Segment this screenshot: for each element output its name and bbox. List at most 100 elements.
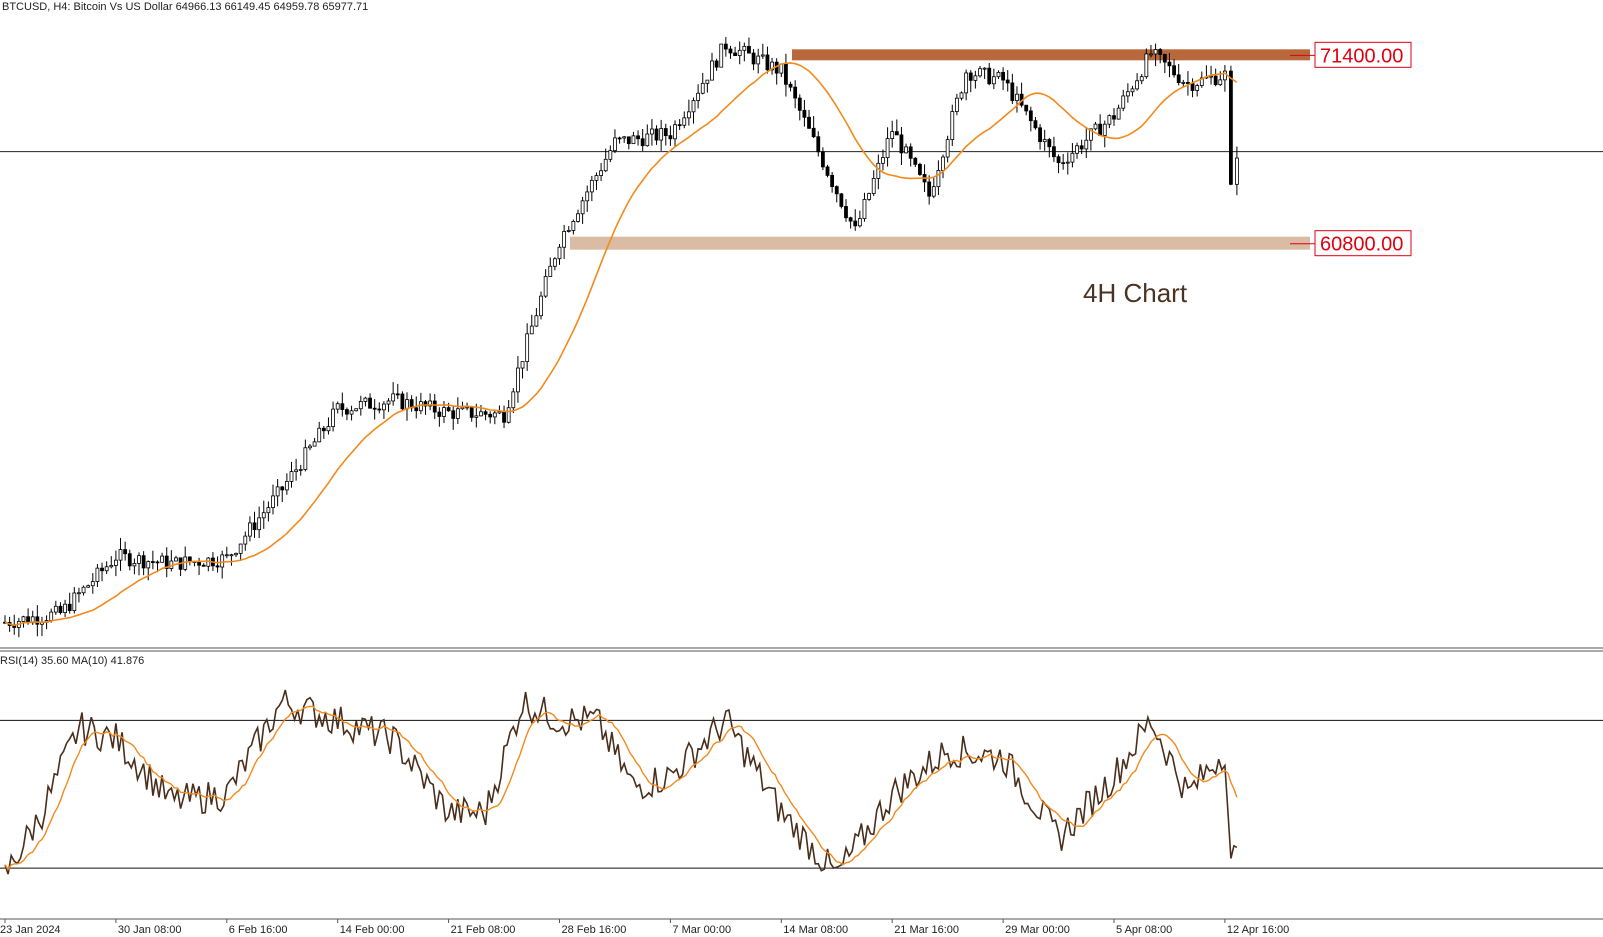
candle-body [825, 166, 830, 176]
candle-body [696, 92, 701, 101]
candle-body [1001, 71, 1005, 81]
candle-body [511, 391, 516, 409]
candle-body [58, 605, 63, 613]
candle-body [941, 156, 945, 171]
candle-body [95, 567, 100, 582]
resistance-label-box [1314, 41, 1412, 68]
candle-body [733, 52, 737, 57]
moving-average-line [4, 62, 1238, 627]
candle-body [229, 554, 234, 557]
candle-body [585, 191, 590, 202]
candle-body [63, 603, 67, 613]
candle-body [770, 61, 774, 71]
x-tick-label: 29 Mar 00:00 [1005, 924, 1070, 936]
candle-body [557, 246, 562, 260]
candle-body [973, 75, 978, 81]
candle-body [959, 92, 964, 99]
x-tick-label: 6 Feb 16:00 [229, 924, 288, 936]
candle-body [146, 561, 151, 569]
candle-body [797, 97, 802, 111]
candle-body [931, 186, 936, 197]
candle-body [945, 139, 950, 158]
candle-body [927, 181, 932, 197]
candle-body [1139, 76, 1144, 82]
candle-body [492, 412, 497, 418]
candle-body [266, 507, 271, 514]
candle-body [224, 554, 229, 557]
candle-body [400, 393, 405, 410]
candle-body [659, 128, 664, 141]
candle-body [1065, 161, 1070, 164]
candle-body [654, 128, 659, 141]
candle-body [1218, 79, 1223, 86]
candle-body [432, 400, 437, 413]
candle-body [1172, 65, 1176, 76]
candle-body [516, 367, 520, 393]
candle-body [622, 136, 627, 139]
support-label-box [1314, 230, 1412, 257]
candle-body [760, 54, 765, 57]
candle-body [645, 133, 650, 147]
candle-body [682, 117, 687, 126]
candle-body [987, 67, 992, 85]
resistance-zone [792, 49, 1310, 61]
candle-body [1199, 77, 1204, 86]
candle-body [1015, 93, 1019, 101]
candle-body [201, 564, 206, 567]
candle-body [1005, 79, 1010, 84]
candle-body [1116, 107, 1121, 120]
candle-body [460, 406, 465, 410]
candle-body [617, 137, 622, 140]
resistance-label: 71400.00 [1320, 45, 1403, 67]
candle-body [437, 411, 442, 417]
candle-body [483, 411, 488, 415]
candle-body [280, 486, 285, 491]
candle-body [562, 231, 567, 248]
candle-body [506, 407, 511, 423]
candle-body [613, 137, 617, 152]
candle-body [1102, 123, 1107, 136]
candle-body [807, 116, 811, 129]
candle-body [289, 471, 294, 482]
candle-body [539, 295, 543, 317]
candle-body [497, 411, 502, 414]
candle-body [234, 552, 238, 556]
candle-body [705, 79, 710, 84]
candle-body [1112, 115, 1116, 120]
candle-body [442, 407, 446, 417]
candle-body [109, 565, 114, 568]
candle-body [862, 198, 867, 219]
candle-body [423, 401, 428, 407]
candle-body [312, 441, 317, 447]
candle-body [820, 151, 825, 168]
candle-body [719, 43, 724, 68]
candle-body [525, 333, 530, 362]
candle-body [150, 561, 155, 563]
candle-body [81, 586, 86, 594]
candle-body [469, 406, 474, 418]
candle-body [747, 45, 751, 54]
candle-body [428, 400, 433, 407]
candle-body [100, 567, 104, 572]
candle-body [49, 611, 54, 621]
candle-body [1033, 120, 1038, 129]
candle-body [1010, 82, 1015, 101]
candle-body [636, 135, 640, 140]
candle-body [164, 555, 169, 569]
candle-body [603, 158, 608, 172]
support-label: 60800.00 [1320, 234, 1403, 256]
x-tick-label: 21 Mar 16:00 [894, 924, 959, 936]
candle-body [132, 562, 137, 567]
candle-body [345, 409, 349, 415]
candle-body [123, 549, 128, 555]
candle-body [1195, 85, 1200, 91]
candle-body [1158, 49, 1163, 55]
candle-body [21, 616, 26, 622]
candle-body [876, 162, 881, 179]
candle-body [894, 131, 899, 136]
candle-body [968, 72, 973, 81]
candle-body [160, 555, 165, 563]
candle-body [1135, 80, 1140, 90]
candle-body [451, 410, 456, 419]
